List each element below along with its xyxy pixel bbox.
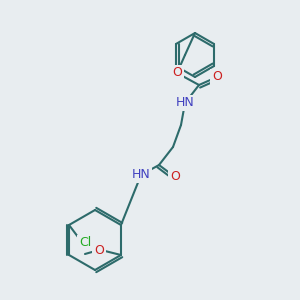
Text: O: O xyxy=(170,170,180,184)
Text: HN: HN xyxy=(176,97,194,110)
Text: HN: HN xyxy=(132,169,150,182)
Text: O: O xyxy=(94,244,104,256)
Text: O: O xyxy=(212,70,222,83)
Text: Cl: Cl xyxy=(79,236,91,250)
Text: O: O xyxy=(172,67,182,80)
